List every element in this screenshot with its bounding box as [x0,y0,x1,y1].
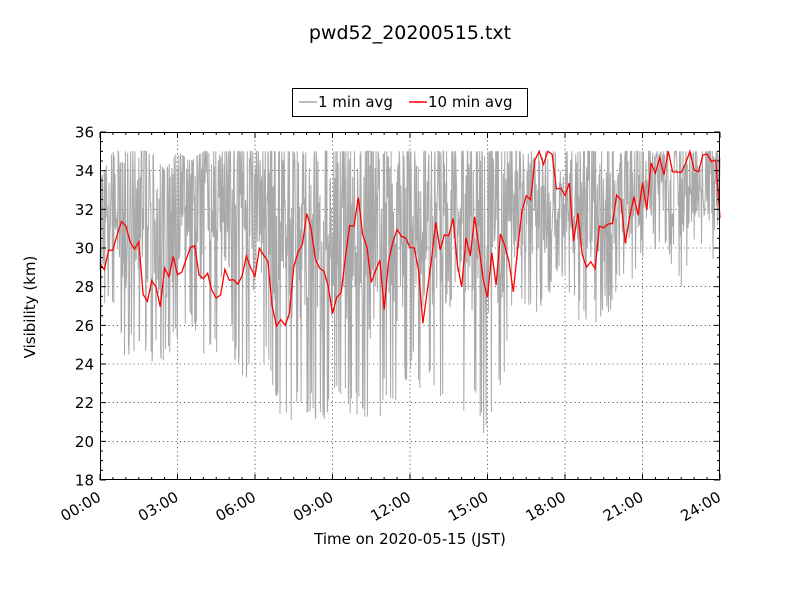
y-tick-label: 36 [75,124,94,142]
legend-label-1min: 1 min avg [318,93,393,111]
series-line-10min [99,148,721,328]
y-tick-label: 30 [75,240,94,258]
y-axis-label: Visibility (km) [21,256,39,359]
y-tick-label: 22 [75,394,94,412]
y-tick-label: 18 [75,472,94,490]
x-axis-label: Time on 2020-05-15 (JST) [313,530,506,548]
plot-area [99,148,721,434]
y-tick-label: 32 [75,201,94,219]
chart-title: pwd52_20200515.txt [309,22,511,44]
legend-label-10min: 10 min avg [428,93,513,111]
y-tick-label: 24 [75,356,94,374]
y-tick-label: 28 [75,278,94,296]
legend: 1 min avg 10 min avg [292,88,528,117]
y-tick-label: 20 [75,433,94,451]
y-tick-label: 26 [75,317,94,335]
series-line-1min [99,149,721,434]
y-tick-label: 34 [75,162,94,180]
